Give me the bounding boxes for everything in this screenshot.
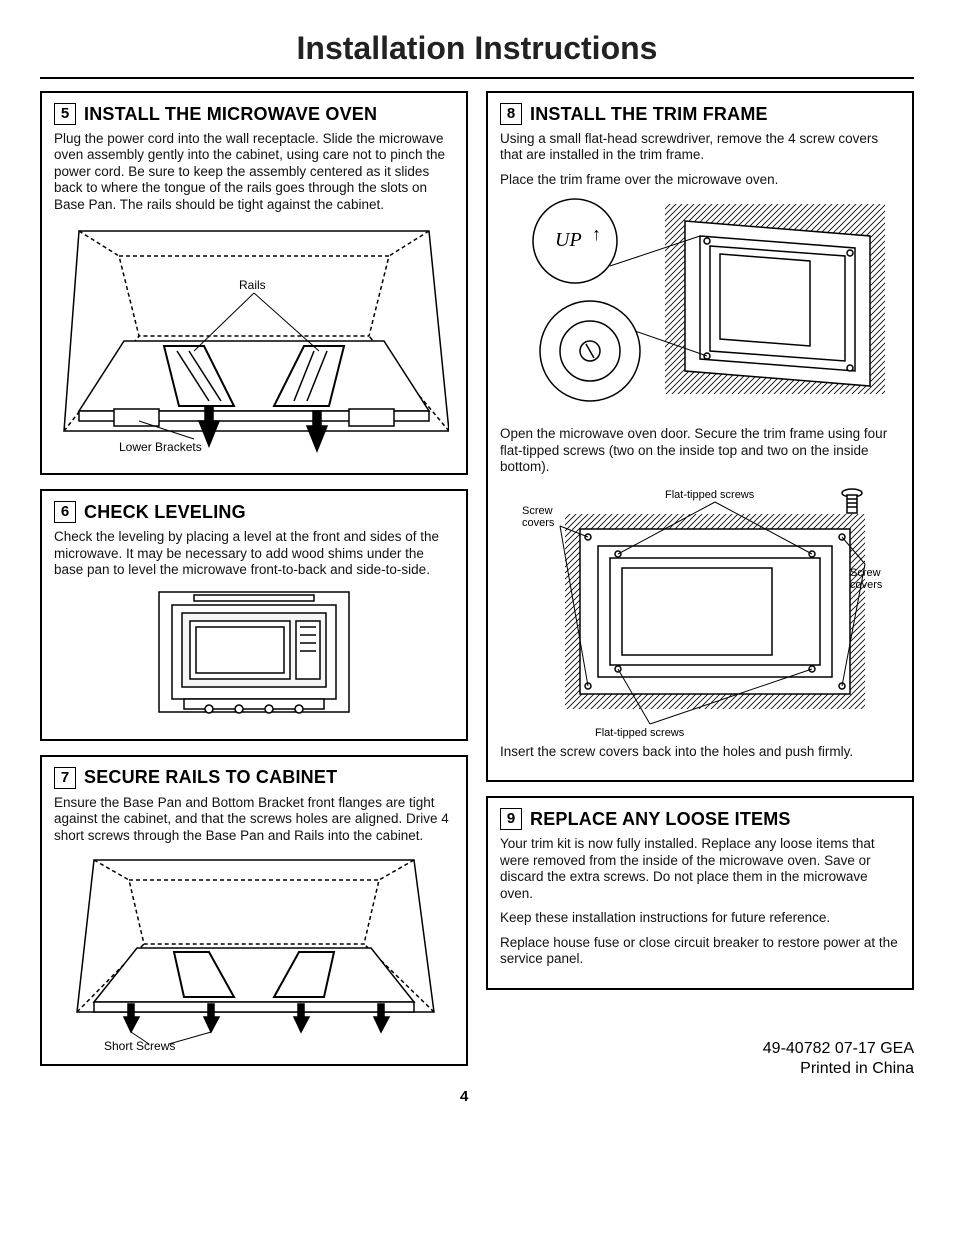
svg-text:↑: ↑ (592, 224, 601, 244)
step-5-diagram: Rails Lower Brackets (54, 221, 454, 461)
page-footer: 4 (40, 1088, 914, 1105)
step-9-p1: Your trim kit is now fully installed. Re… (500, 836, 900, 902)
step-7-diagram: Short Screws (54, 852, 454, 1052)
step-8-number: 8 (500, 103, 522, 125)
step-8-body: Using a small flat-head screwdriver, rem… (500, 131, 900, 760)
step-5-number: 5 (54, 103, 76, 125)
step-7-box: 7 SECURE RAILS TO CABINET Ensure the Bas… (40, 755, 468, 1066)
step-8-header: 8 INSTALL THE TRIM FRAME (500, 103, 900, 125)
step-8-p2: Place the trim frame over the microwave … (500, 172, 900, 188)
step-7-title: SECURE RAILS TO CABINET (84, 767, 337, 788)
step-7-header: 7 SECURE RAILS TO CABINET (54, 767, 454, 789)
step-5-header: 5 INSTALL THE MICROWAVE OVEN (54, 103, 454, 125)
page-title: Installation Instructions (40, 30, 914, 67)
step-9-number: 9 (500, 808, 522, 830)
page-number: 4 (460, 1088, 468, 1105)
step-5-text: Plug the power cord into the wall recept… (54, 131, 454, 213)
label-flat-bottom: Flat-tipped screws (595, 727, 685, 739)
step-9-header: 9 REPLACE ANY LOOSE ITEMS (500, 808, 900, 830)
step-6-title: CHECK LEVELING (84, 502, 246, 523)
step-8-title: INSTALL THE TRIM FRAME (530, 104, 768, 125)
step-8-p1: Using a small flat-head screwdriver, rem… (500, 131, 900, 164)
label-short-screws: Short Screws (104, 1039, 175, 1052)
title-rule (40, 77, 914, 79)
step-8-p4: Insert the screw covers back into the ho… (500, 744, 900, 760)
content-columns: 5 INSTALL THE MICROWAVE OVEN Plug the po… (40, 91, 914, 1080)
step-9-title: REPLACE ANY LOOSE ITEMS (530, 809, 791, 830)
step-6-header: 6 CHECK LEVELING (54, 501, 454, 523)
step-6-body: Check the leveling by placing a level at… (54, 529, 454, 726)
step-9-body: Your trim kit is now fully installed. Re… (500, 836, 900, 967)
step-7-text: Ensure the Base Pan and Bottom Bracket f… (54, 795, 454, 844)
step-6-diagram (54, 587, 454, 727)
footer-code: 49-40782 07-17 GEA (486, 1039, 914, 1060)
step-6-box: 6 CHECK LEVELING Check the leveling by p… (40, 489, 468, 740)
step-8-box: 8 INSTALL THE TRIM FRAME Using a small f… (486, 91, 914, 782)
label-up: UP (555, 229, 582, 251)
step-5-title: INSTALL THE MICROWAVE OVEN (84, 104, 377, 125)
step-6-text: Check the leveling by placing a level at… (54, 529, 454, 578)
footer-right: 49-40782 07-17 GEA Printed in China (486, 1039, 914, 1081)
step-7-number: 7 (54, 767, 76, 789)
label-rails: Rails (239, 278, 266, 292)
step-8-diagram-2: Flat-tipped screws Flat-tipped screws Sc… (500, 484, 900, 744)
label-lower-brackets: Lower Brackets (119, 440, 202, 454)
label-screw-covers-r: Screwcovers (850, 567, 883, 591)
step-5-body: Plug the power cord into the wall recept… (54, 131, 454, 461)
step-9-box: 9 REPLACE ANY LOOSE ITEMS Your trim kit … (486, 796, 914, 989)
step-8-p3: Open the microwave oven door. Secure the… (500, 426, 900, 475)
step-9-p3: Replace house fuse or close circuit brea… (500, 935, 900, 968)
step-5-box: 5 INSTALL THE MICROWAVE OVEN Plug the po… (40, 91, 468, 475)
step-8-diagram-1: UP ↑ (500, 196, 900, 426)
right-column: 8 INSTALL THE TRIM FRAME Using a small f… (486, 91, 914, 1080)
label-flat-top: Flat-tipped screws (665, 489, 755, 501)
step-6-number: 6 (54, 501, 76, 523)
step-9-p2: Keep these installation instructions for… (500, 910, 900, 926)
footer-origin: Printed in China (486, 1059, 914, 1080)
left-column: 5 INSTALL THE MICROWAVE OVEN Plug the po… (40, 91, 468, 1080)
label-screw-covers-l: Screwcovers (522, 505, 555, 529)
step-7-body: Ensure the Base Pan and Bottom Bracket f… (54, 795, 454, 1052)
